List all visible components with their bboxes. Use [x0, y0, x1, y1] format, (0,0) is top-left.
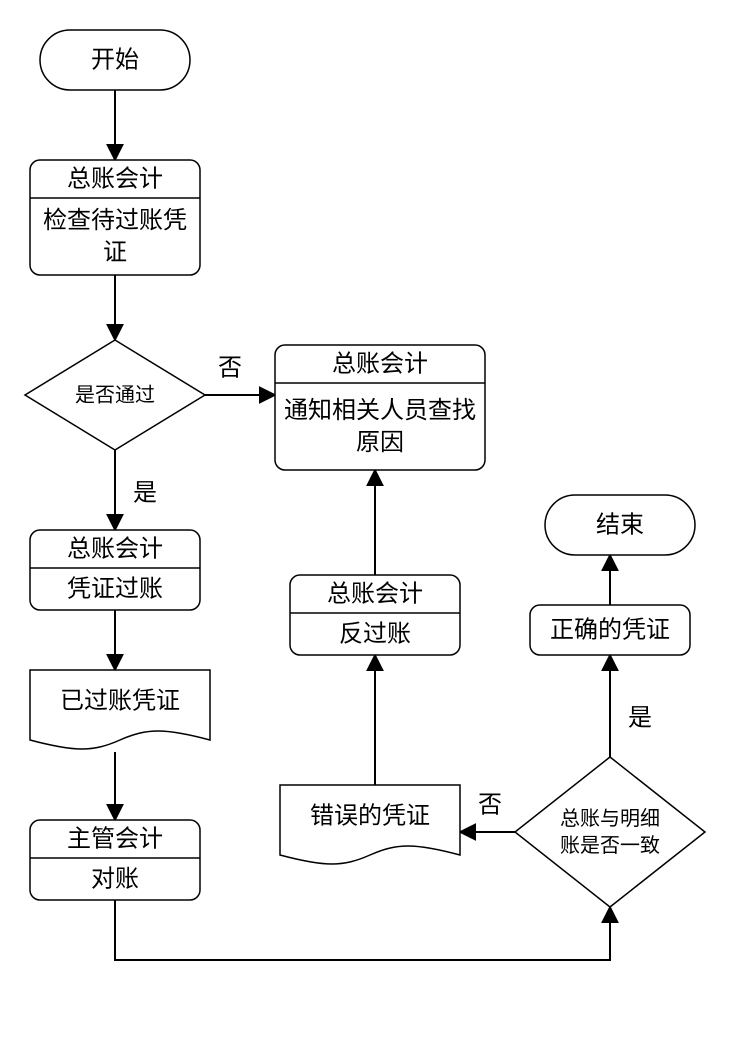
- node-task: 反过账: [339, 621, 411, 648]
- node-label: 正确的凭证: [550, 617, 670, 644]
- node-task: 原因: [356, 430, 404, 456]
- node-task: 检查待过账凭: [43, 207, 187, 234]
- node-label: 总账与明细: [560, 807, 660, 830]
- node-role: 总账会计: [67, 166, 163, 193]
- edge-label: 否: [218, 356, 242, 382]
- node-role: 主管会计: [67, 826, 163, 853]
- node-task: 证: [103, 240, 127, 266]
- node-task: 凭证过账: [67, 576, 163, 603]
- edge: [115, 900, 610, 960]
- node-label: 开始: [91, 47, 139, 74]
- node-label: 错误的凭证: [310, 803, 430, 830]
- node-label: 账是否一致: [560, 834, 660, 857]
- flowchart-canvas: 否是否是开始总账会计检查待过账凭证是否通过总账会计通知相关人员查找原因总账会计凭…: [0, 0, 751, 1055]
- edge-label: 是: [628, 706, 652, 732]
- node-role: 总账会计: [332, 351, 428, 378]
- edge-label: 是: [133, 481, 157, 507]
- decision-node: [515, 757, 705, 907]
- node-role: 总账会计: [67, 536, 163, 563]
- node-task: 对账: [91, 866, 139, 893]
- node-label: 是否通过: [75, 384, 155, 407]
- node-label: 已过账凭证: [60, 688, 180, 715]
- node-label: 结束: [596, 512, 644, 539]
- node-task: 通知相关人员查找: [284, 397, 476, 424]
- edge-label: 否: [478, 793, 502, 819]
- node-role: 总账会计: [327, 581, 423, 608]
